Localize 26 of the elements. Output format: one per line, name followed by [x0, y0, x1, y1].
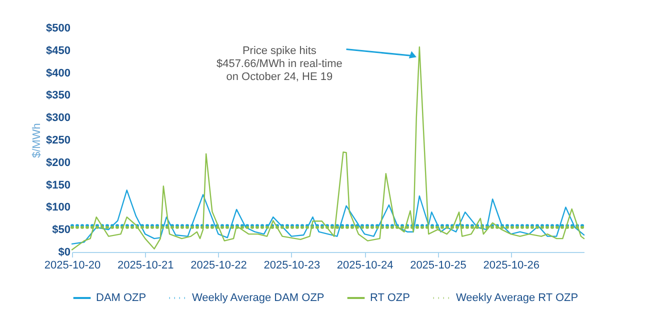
y-tick-label: $200 — [46, 156, 70, 169]
x-tick-label: 2025-10-24 — [336, 260, 394, 272]
y-tick-label: $300 — [46, 112, 70, 124]
y-tick-label: $50 — [52, 224, 70, 236]
x-tick-label: 2025-10-20 — [44, 260, 101, 272]
legend-label: Weekly Average DAM OZP — [192, 292, 324, 304]
legend-label: RT OZP — [370, 292, 410, 304]
x-tick-label: 2025-10-26 — [483, 260, 540, 272]
y-tick-label: $500 — [46, 22, 70, 34]
x-tick-label: 2025-10-21 — [118, 260, 174, 272]
y-tick-label: $400 — [46, 67, 70, 80]
legend-label: Weekly Average RT OZP — [456, 292, 578, 304]
x-tick-label: 2025-10-25 — [410, 260, 466, 272]
line-series — [71, 46, 585, 250]
annotation: Price spike hits $457.66/MWh in real-time on October 24, HE 19 — [216, 44, 342, 83]
x-tick-label: 2025-10-23 — [264, 260, 320, 272]
line-series — [71, 190, 585, 245]
y-tick-label: $250 — [46, 134, 70, 146]
y-tick-label: $150 — [46, 179, 70, 192]
y-axis-title: $/MWh — [31, 123, 44, 158]
y-tick-label: $450 — [46, 44, 70, 57]
y-tick-label: $350 — [46, 90, 70, 102]
legend-label: DAM OZP — [96, 292, 146, 304]
y-tick-label: $100 — [46, 202, 70, 214]
y-tick-label: $0 — [58, 246, 70, 258]
x-tick-label: 2025-10-22 — [190, 260, 247, 272]
